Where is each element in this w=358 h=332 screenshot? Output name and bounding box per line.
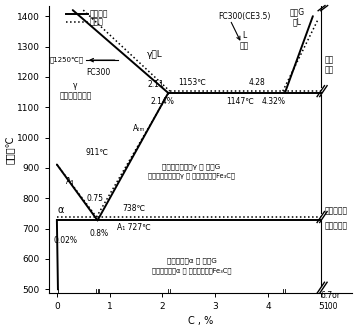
- Text: 安定系: 安定系: [90, 17, 103, 26]
- Text: フェライト: フェライト: [325, 207, 348, 215]
- Text: FC300(CE3.5): FC300(CE3.5): [218, 12, 270, 21]
- Text: 黒鱛
チル: 黒鱛 チル: [325, 55, 334, 74]
- Text: 4.32%: 4.32%: [261, 97, 285, 106]
- Text: L
液相: L 液相: [240, 31, 249, 51]
- Text: 1153℃: 1153℃: [178, 78, 206, 87]
- Text: （フェライトα ＋ セメンタイトFe₃C）: （フェライトα ＋ セメンタイトFe₃C）: [152, 268, 231, 274]
- Text: A₁ 727℃: A₁ 727℃: [117, 223, 150, 232]
- X-axis label: C , %: C , %: [188, 316, 213, 326]
- Text: Aₜₘ: Aₜₘ: [132, 124, 145, 133]
- Text: 2.11: 2.11: [148, 80, 164, 89]
- Y-axis label: 温度，℃: 温度，℃: [6, 135, 15, 164]
- Text: 911℃: 911℃: [86, 148, 109, 157]
- Text: （1250℃）: （1250℃）: [49, 57, 84, 63]
- Text: 0.8%: 0.8%: [90, 228, 109, 237]
- Text: 738℃: 738℃: [122, 204, 145, 213]
- Text: 6.7or
100: 6.7or 100: [320, 291, 340, 311]
- Text: ハーライト: ハーライト: [325, 221, 348, 230]
- Text: オーステナイトγ ＋ 黒鱛G: オーステナイトγ ＋ 黒鱛G: [162, 163, 221, 170]
- Text: 0.75: 0.75: [86, 194, 103, 203]
- Text: FC300: FC300: [86, 68, 110, 77]
- Text: 黒鱛G
＋L: 黒鱛G ＋L: [290, 7, 305, 27]
- Text: 準安定系: 準安定系: [90, 9, 108, 18]
- Text: γ＋L: γ＋L: [147, 49, 163, 58]
- Text: 1147℃: 1147℃: [226, 97, 254, 106]
- Text: α: α: [57, 205, 64, 215]
- Text: 4.28: 4.28: [249, 78, 266, 87]
- Text: A₃: A₃: [66, 177, 74, 186]
- Text: γ
オーステナイト: γ オーステナイト: [59, 81, 92, 100]
- Text: フェライトα ＋ 黒鱛G: フェライトα ＋ 黒鱛G: [166, 257, 216, 264]
- Text: 2.14%: 2.14%: [150, 97, 174, 106]
- Text: 0.02%: 0.02%: [54, 236, 78, 245]
- Text: （オーステナイトγ ＋ セメンタイトFe₃C）: （オーステナイトγ ＋ セメンタイトFe₃C）: [148, 172, 235, 179]
